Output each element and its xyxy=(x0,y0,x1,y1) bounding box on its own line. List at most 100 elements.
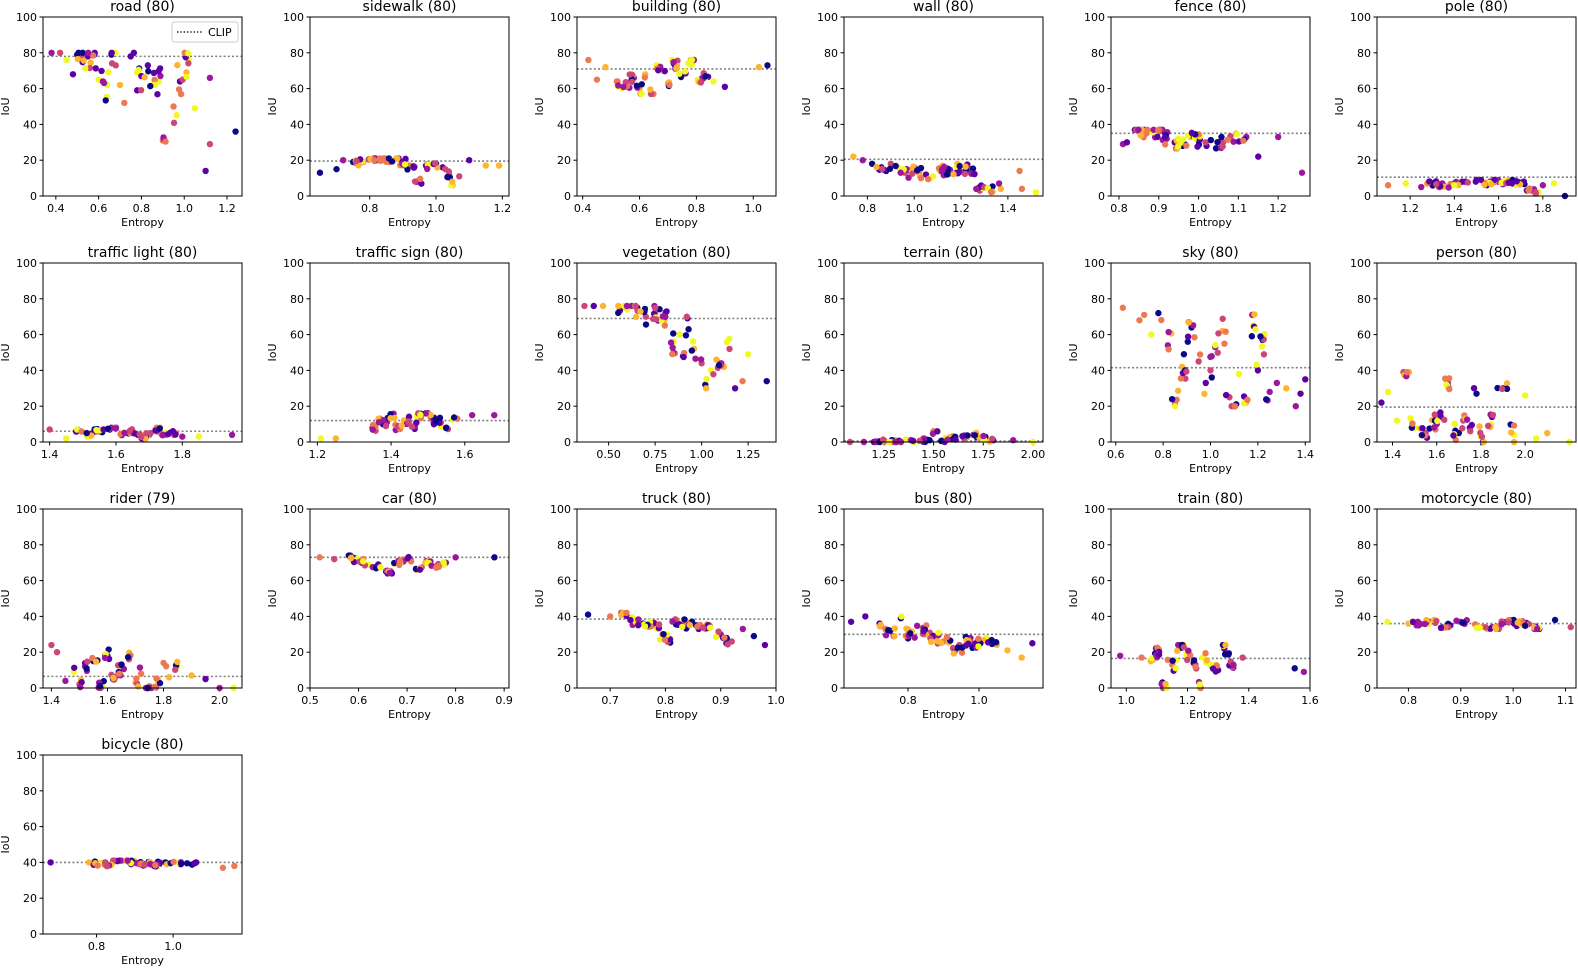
y-tick-label: 60 xyxy=(1357,83,1371,96)
data-point xyxy=(669,344,676,351)
x-axis-label: Entropy xyxy=(655,708,698,721)
x-axis-label: Entropy xyxy=(388,216,431,229)
data-point xyxy=(78,679,85,686)
data-point xyxy=(141,861,148,869)
data-point xyxy=(920,627,927,635)
x-tick-label: 0.6 xyxy=(631,202,649,215)
data-point xyxy=(179,433,186,440)
data-point xyxy=(105,68,112,76)
subplot-title: vegetation (80) xyxy=(622,245,730,261)
data-point xyxy=(219,864,227,871)
y-tick-label: 80 xyxy=(557,539,571,552)
data-point xyxy=(1426,178,1433,185)
y-tick-label: 60 xyxy=(23,821,37,834)
data-point xyxy=(1222,328,1229,335)
x-axis-label: Entropy xyxy=(922,462,965,475)
y-tick-label: 40 xyxy=(23,856,37,869)
y-tick-label: 20 xyxy=(23,154,37,167)
y-tick-label: 0 xyxy=(564,682,571,695)
data-point xyxy=(79,49,86,56)
data-point xyxy=(1144,126,1151,133)
data-point xyxy=(962,163,969,170)
data-point xyxy=(892,162,899,170)
x-tick-label: 1.4 xyxy=(1384,448,1402,461)
data-point xyxy=(877,621,884,629)
data-point xyxy=(1234,131,1241,138)
data-point xyxy=(907,630,914,637)
subplot-6: pole (80) 0 20 40 60 80 100 1.2 1.4 1.6 1.8 Entropy… xyxy=(1333,0,1577,229)
data-point xyxy=(1302,376,1309,383)
data-point xyxy=(1018,654,1025,661)
data-point xyxy=(641,74,649,81)
data-point xyxy=(102,97,109,104)
y-axis-label: IoU xyxy=(1333,343,1346,361)
data-point xyxy=(694,623,701,630)
data-point xyxy=(1252,326,1259,333)
data-point xyxy=(450,414,458,421)
subplot-12: person (80) 0 20 40 60 80 100 1.4 1.6 1.8 2.0 Entro… xyxy=(1333,245,1577,475)
data-point xyxy=(332,435,339,442)
x-tick-label: 1.0 xyxy=(164,940,182,953)
x-tick-label: 0.8 xyxy=(133,202,151,215)
data-point xyxy=(1207,353,1214,361)
plot-frame xyxy=(843,508,1044,689)
x-tick-label: 0.9 xyxy=(712,694,730,707)
y-tick-label: 0 xyxy=(564,190,571,203)
y-tick-label: 20 xyxy=(290,400,304,413)
y-tick-label: 100 xyxy=(283,11,304,24)
data-point xyxy=(1476,624,1484,631)
y-axis-label: IoU xyxy=(1067,589,1080,607)
data-point xyxy=(924,175,932,183)
data-point xyxy=(1378,399,1385,406)
plot-frame xyxy=(309,508,510,689)
data-point xyxy=(77,683,84,691)
data-point xyxy=(104,425,112,432)
data-point xyxy=(1481,181,1488,188)
data-point xyxy=(902,436,909,443)
plot-frame xyxy=(576,262,777,443)
data-point xyxy=(724,641,731,648)
subplot-title: bicycle (80) xyxy=(101,737,183,753)
subplot-11: sky (80) 0 20 40 60 80 100 0.6 0.8 1.0 1.2 1.4 Entro… xyxy=(1067,245,1314,475)
data-point xyxy=(468,411,476,419)
data-point xyxy=(681,616,688,623)
data-point xyxy=(417,175,424,183)
data-point xyxy=(1459,425,1466,432)
y-tick-label: 60 xyxy=(23,329,37,342)
data-point xyxy=(593,76,601,83)
data-point xyxy=(1384,182,1392,189)
plot-frame xyxy=(42,262,243,443)
data-point xyxy=(1219,143,1226,150)
y-axis-label: IoU xyxy=(266,589,279,607)
data-point xyxy=(353,157,360,165)
data-point xyxy=(1230,661,1237,669)
data-point xyxy=(1503,385,1511,393)
data-point xyxy=(1477,176,1485,184)
data-point xyxy=(159,432,166,439)
data-point xyxy=(1184,333,1192,340)
data-point xyxy=(416,566,424,573)
x-tick-label: 1.00 xyxy=(689,448,714,461)
data-point xyxy=(147,82,154,90)
y-tick-label: 80 xyxy=(824,293,838,306)
data-point xyxy=(913,167,921,174)
data-point xyxy=(635,616,642,623)
data-point xyxy=(975,635,982,642)
y-tick-label: 60 xyxy=(1091,575,1105,588)
data-point xyxy=(116,670,123,677)
y-tick-label: 40 xyxy=(23,610,37,623)
y-tick-label: 100 xyxy=(817,257,838,270)
data-point xyxy=(92,65,99,72)
x-axis-label: Entropy xyxy=(1455,462,1498,475)
data-point xyxy=(316,169,324,176)
y-tick-label: 60 xyxy=(1091,329,1105,342)
data-point xyxy=(670,58,677,66)
x-axis-label: Entropy xyxy=(1189,462,1232,475)
y-tick-label: 60 xyxy=(1091,83,1105,96)
x-tick-label: 0.6 xyxy=(1107,448,1125,461)
data-point xyxy=(1551,616,1559,624)
data-point xyxy=(62,677,69,685)
data-point xyxy=(632,313,640,321)
data-point xyxy=(1445,184,1452,191)
data-point xyxy=(108,60,116,67)
